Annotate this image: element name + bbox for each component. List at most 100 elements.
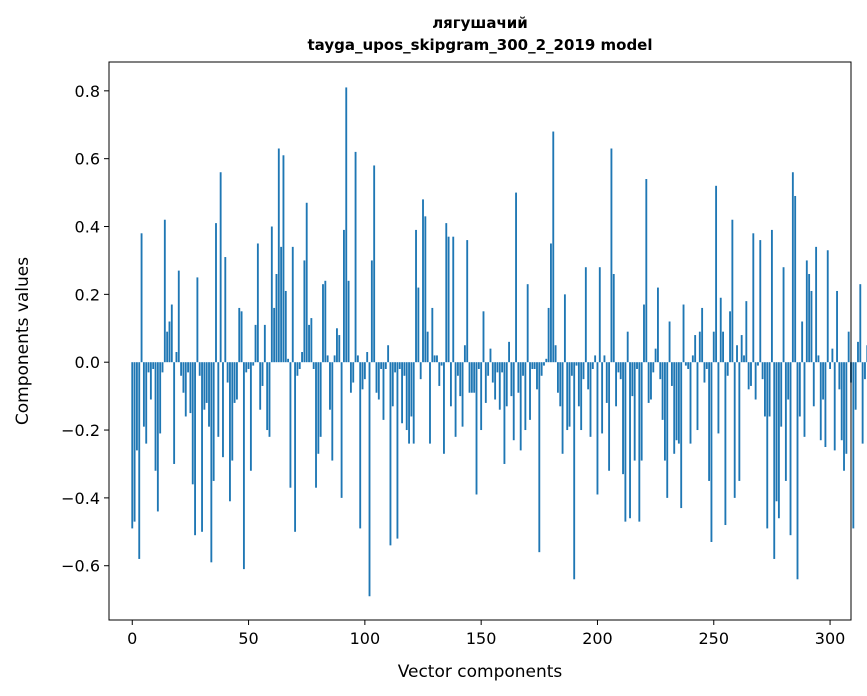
bar-7 <box>147 362 150 373</box>
bar-292 <box>810 290 813 363</box>
bar-205 <box>608 362 611 471</box>
bar-251 <box>715 185 718 363</box>
bar-218 <box>638 362 641 522</box>
bar-235 <box>677 362 680 444</box>
bar-175 <box>538 362 541 553</box>
bar-183 <box>556 362 559 393</box>
bar-47 <box>240 311 243 363</box>
bar-95 <box>352 362 355 383</box>
bar-87 <box>333 355 336 363</box>
bar-73 <box>301 352 303 363</box>
bar-82 <box>322 284 324 363</box>
bar-153 <box>487 362 490 376</box>
bar-159 <box>501 362 504 373</box>
bar-262 <box>740 335 743 363</box>
bar-296 <box>819 362 822 441</box>
bar-227 <box>659 362 662 380</box>
bar-269 <box>757 362 759 366</box>
bar-88 <box>336 328 338 363</box>
bar-45 <box>236 362 238 400</box>
bar-252 <box>717 362 720 434</box>
bar-184 <box>559 362 562 407</box>
bar-151 <box>482 311 485 363</box>
bar-122 <box>415 229 417 363</box>
bar-100 <box>363 362 366 380</box>
bar-128 <box>429 362 431 444</box>
bar-256 <box>726 362 729 376</box>
bar-169 <box>524 362 527 431</box>
bar-226 <box>657 287 659 363</box>
bar-228 <box>661 362 664 420</box>
bar-113 <box>394 362 397 373</box>
bar-50 <box>247 362 250 369</box>
bar-263 <box>743 355 745 363</box>
bar-1 <box>133 362 136 522</box>
bar-257 <box>729 311 731 363</box>
bar-211 <box>622 362 624 475</box>
bar-207 <box>612 274 615 363</box>
bar-14 <box>163 219 166 363</box>
bar-6 <box>145 362 148 444</box>
bar-11 <box>156 362 159 512</box>
bar-118 <box>405 362 408 431</box>
bar-5 <box>142 362 145 427</box>
bar-57 <box>263 324 266 363</box>
bar-147 <box>473 362 476 393</box>
bar-138 <box>452 236 455 363</box>
bar-259 <box>733 362 736 498</box>
bar-195 <box>584 267 587 363</box>
bar-161 <box>505 362 508 407</box>
bar-48 <box>242 362 245 570</box>
bar-94 <box>349 362 352 393</box>
bar-271 <box>761 362 764 380</box>
x-tick-label: 0 <box>127 629 137 648</box>
bar-301 <box>831 348 834 363</box>
bar-242 <box>694 335 697 363</box>
bar-295 <box>817 355 820 363</box>
x-tick-label: 50 <box>238 629 258 648</box>
bar-268 <box>754 362 757 400</box>
bar-49 <box>245 362 248 373</box>
bar-24 <box>187 362 190 373</box>
bar-245 <box>701 307 704 363</box>
bar-308 <box>847 331 850 363</box>
bar-16 <box>168 321 171 363</box>
bar-278 <box>777 362 780 519</box>
bar-290 <box>805 260 808 363</box>
bar-166 <box>517 362 520 393</box>
bar-247 <box>705 362 708 369</box>
bar-51 <box>249 362 252 471</box>
bar-69 <box>291 246 294 363</box>
bar-208 <box>615 362 617 407</box>
bar-44 <box>233 362 236 403</box>
bar-231 <box>668 321 671 363</box>
bar-89 <box>338 335 341 363</box>
bar-123 <box>417 287 420 363</box>
bar-35 <box>212 362 215 481</box>
bar-307 <box>845 362 848 454</box>
bar-163 <box>510 362 513 397</box>
bar-109 <box>384 362 387 369</box>
bar-66 <box>284 290 287 363</box>
bar-165 <box>515 192 517 363</box>
bar-130 <box>433 355 436 363</box>
bar-266 <box>750 362 752 386</box>
bar-265 <box>747 362 750 390</box>
bar-152 <box>484 362 487 403</box>
bar-225 <box>654 348 657 363</box>
bar-131 <box>436 355 438 363</box>
bar-59 <box>268 362 271 437</box>
bar-168 <box>522 362 524 376</box>
bar-13 <box>161 362 164 373</box>
y-tick-label: −0.4 <box>61 489 100 508</box>
bar-264 <box>745 301 748 363</box>
bar-313 <box>859 284 862 363</box>
bar-101 <box>366 352 369 363</box>
bar-25 <box>189 362 192 414</box>
bar-232 <box>670 362 673 386</box>
bar-19 <box>175 352 178 363</box>
bar-96 <box>354 151 357 363</box>
bar-286 <box>796 362 799 580</box>
bar-63 <box>277 148 280 363</box>
bar-212 <box>624 362 627 522</box>
